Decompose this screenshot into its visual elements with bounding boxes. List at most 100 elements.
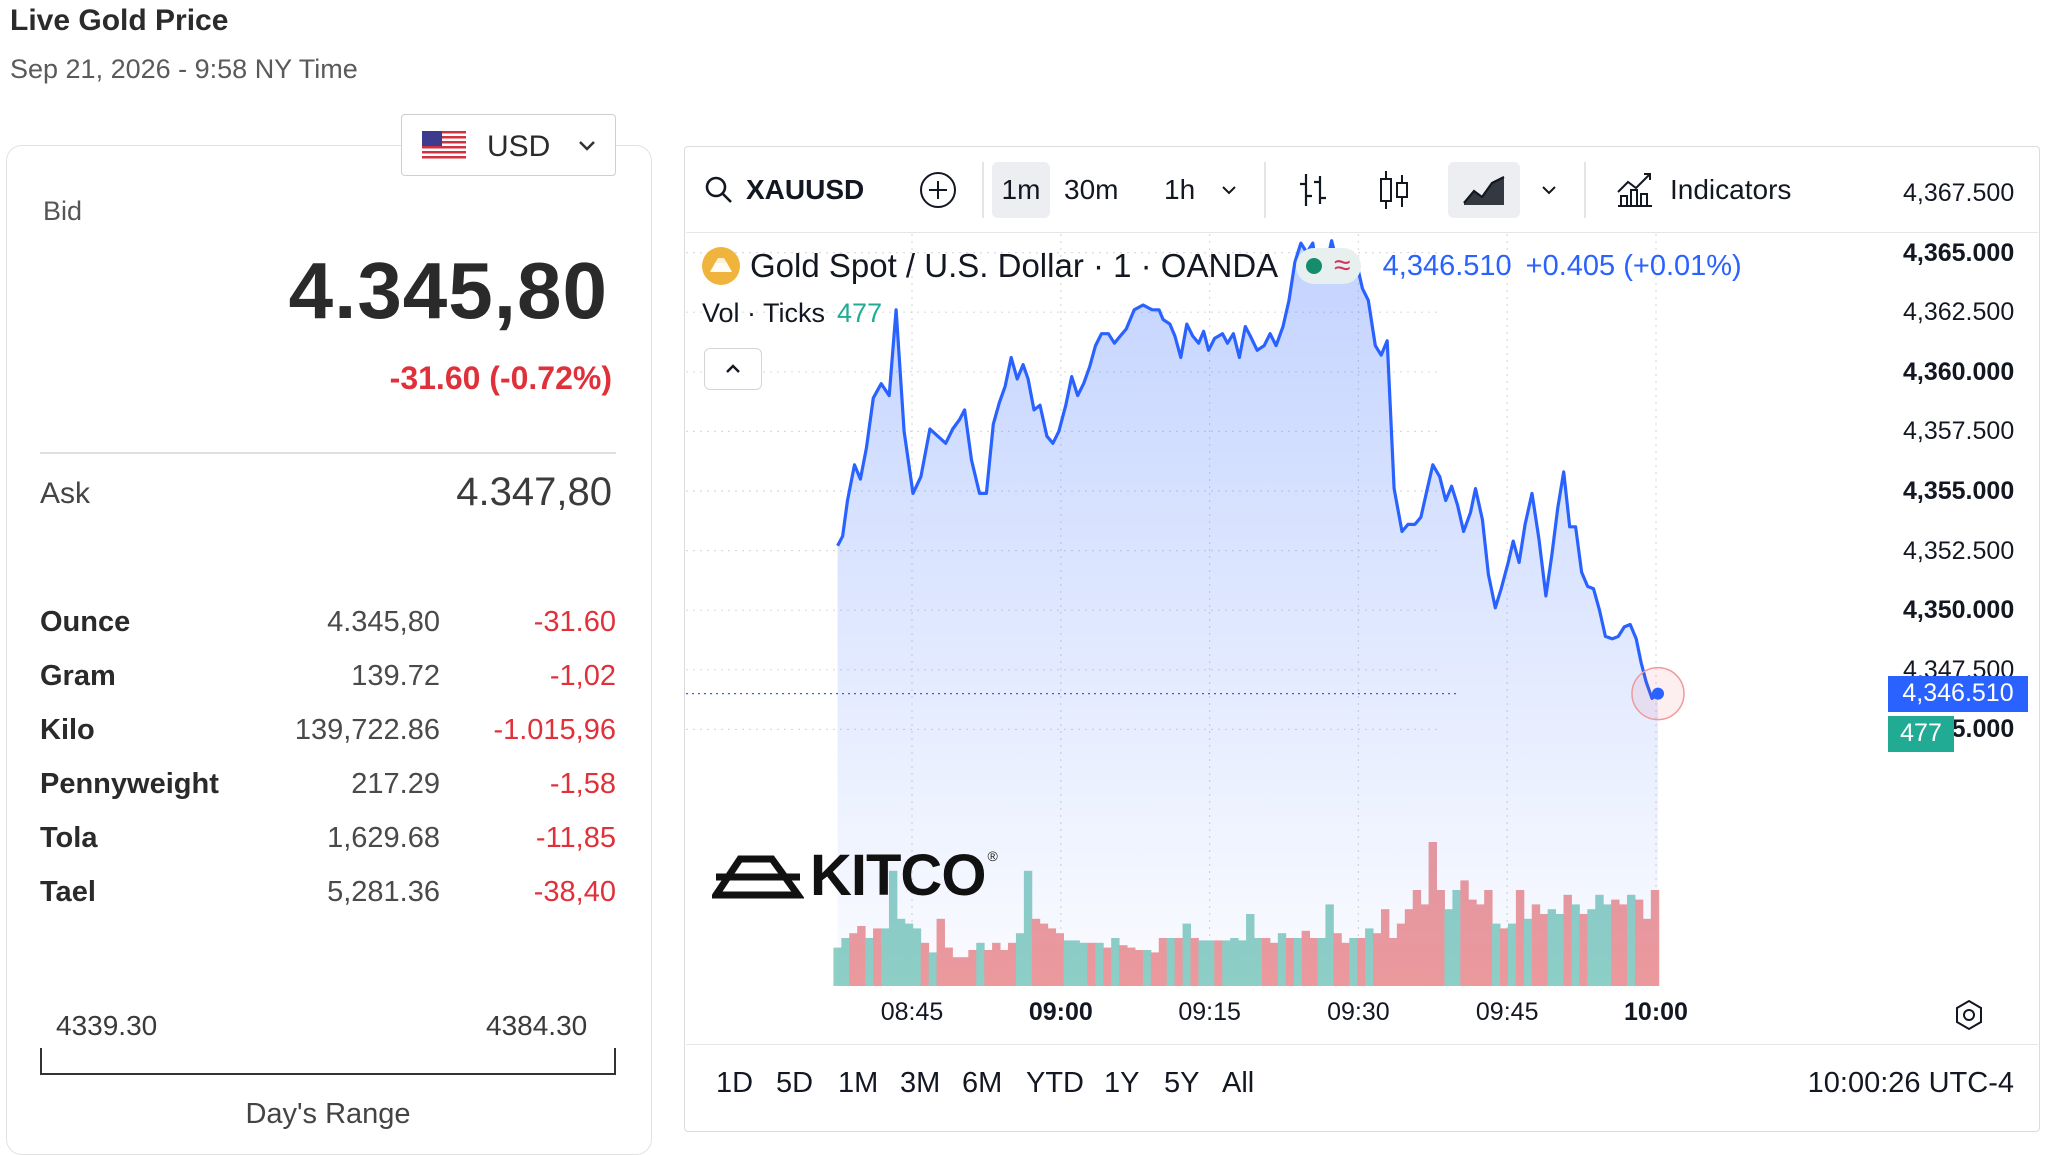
candlestick-icon bbox=[1380, 171, 1408, 209]
delayed-data-icon: ≈ bbox=[1334, 249, 1351, 282]
price-axis-label: 4,360.000 bbox=[1903, 357, 2015, 386]
chevron-down-icon bbox=[579, 141, 595, 151]
time-axis-label: 09:45 bbox=[1475, 998, 1539, 1026]
chart-legend: Gold Spot / U.S. Dollar · 1 · OANDA ≈ 4,… bbox=[702, 244, 1742, 288]
currency-selector[interactable]: USD bbox=[401, 114, 616, 176]
price-axis-label: 4,367.500 bbox=[1903, 179, 2015, 207]
quote-card bbox=[6, 145, 652, 1155]
ask-price: 4.347,80 bbox=[456, 470, 612, 514]
range-1y[interactable]: 1Y bbox=[1104, 1067, 1140, 1099]
weight-row-gram: Gram 139.72 -1,02 bbox=[40, 660, 620, 714]
weight-price: 5,281.36 bbox=[327, 876, 440, 908]
registered-mark: ® bbox=[987, 847, 998, 864]
search-icon bbox=[705, 176, 732, 203]
interval-30m[interactable]: 30m bbox=[1064, 174, 1119, 205]
kitco-wordmark: KITCO bbox=[810, 843, 986, 908]
area-style-button[interactable] bbox=[1448, 162, 1520, 218]
price-axis-label: 4,362.500 bbox=[1903, 298, 2015, 327]
chevron-up-icon bbox=[726, 364, 740, 373]
price-line bbox=[836, 239, 1659, 700]
weight-change: -1,02 bbox=[549, 660, 616, 692]
day-range-bar bbox=[40, 1048, 616, 1075]
gold-coin-icon bbox=[702, 247, 740, 285]
us-flag-icon bbox=[422, 131, 466, 161]
interval-1m[interactable]: 1m bbox=[992, 162, 1050, 218]
market-open-icon bbox=[1306, 258, 1323, 274]
time-axis-label: 08:45 bbox=[880, 998, 944, 1026]
price-marker bbox=[686, 666, 1685, 721]
range-bar: 1D 5D 1M 3M 6M YTD 1Y 5Y All 10:00:26 UT… bbox=[686, 1044, 2038, 1131]
interval-1h[interactable]: 1h bbox=[1164, 174, 1196, 205]
weight-unit: Tola bbox=[40, 822, 98, 854]
time-axis-label: 10:00 bbox=[1624, 998, 1688, 1026]
chevron-down-icon bbox=[1542, 186, 1556, 195]
indicators-label: Indicators bbox=[1670, 174, 1792, 205]
bars-style-button[interactable] bbox=[1296, 148, 1332, 232]
ask-label: Ask bbox=[40, 477, 91, 510]
kitco-logo-icon bbox=[712, 855, 804, 898]
add-circle-icon bbox=[920, 172, 956, 208]
market-status-pill[interactable]: ≈ bbox=[1296, 248, 1361, 284]
price-chart[interactable] bbox=[686, 234, 2038, 1044]
price-axis-label: 4,350.000 bbox=[1903, 596, 2015, 625]
bid-change: -31.60 (-0.72%) bbox=[389, 360, 612, 396]
symbol-label: XAUUSD bbox=[746, 174, 865, 205]
weight-unit: Pennyweight bbox=[40, 768, 219, 800]
volume-label: Vol · Ticks bbox=[702, 298, 826, 328]
day-range-low: 4339.30 bbox=[56, 1010, 158, 1041]
compare-button[interactable] bbox=[918, 148, 958, 232]
weight-unit: Gram bbox=[40, 660, 116, 692]
price-area-fill bbox=[837, 240, 1658, 986]
weight-table: Ounce 4.345,80 -31.60 Gram 139.72 -1,02 … bbox=[40, 606, 620, 930]
bid-price: 4.345,80 bbox=[288, 246, 608, 335]
toolbar-separator bbox=[982, 162, 984, 218]
volume-legend: Vol · Ticks 477 bbox=[702, 298, 882, 329]
bar-chart-style-icon bbox=[1300, 174, 1326, 206]
interval-dropdown[interactable] bbox=[1216, 148, 1242, 232]
current-price-dot bbox=[1651, 687, 1664, 700]
range-1m[interactable]: 1M bbox=[838, 1067, 879, 1099]
day-range-high: 4384.30 bbox=[486, 1010, 588, 1041]
volume-bar bbox=[833, 947, 842, 986]
time-axis-label: 09:15 bbox=[1178, 998, 1241, 1026]
range-all[interactable]: All bbox=[1222, 1067, 1255, 1099]
weight-row-tael: Tael 5,281.36 -38,40 bbox=[40, 876, 620, 930]
divider bbox=[40, 452, 616, 454]
range-5d[interactable]: 5D bbox=[776, 1067, 814, 1099]
price-area bbox=[836, 239, 1659, 986]
time-axis-label: 09:30 bbox=[1327, 998, 1390, 1026]
volume-value: 477 bbox=[837, 298, 883, 328]
symbol-search[interactable]: XAUUSD bbox=[704, 148, 864, 232]
price-axis-label: 4,352.500 bbox=[1903, 536, 2015, 565]
kitco-logo: KITCO ® bbox=[712, 842, 998, 909]
legend-change: +0.405 (+0.01%) bbox=[1525, 249, 1742, 282]
weight-price: 4.345,80 bbox=[327, 606, 440, 638]
price-axis-label: 4,355.000 bbox=[1903, 477, 2015, 505]
page-title: Live Gold Price bbox=[10, 4, 229, 37]
range-3m[interactable]: 3M bbox=[900, 1067, 941, 1099]
chart-clock: 10:00:26 UTC-4 bbox=[1807, 1067, 2014, 1099]
range-5y[interactable]: 5Y bbox=[1164, 1067, 1200, 1099]
collapse-legend-button[interactable] bbox=[704, 348, 762, 390]
weight-row-ounce: Ounce 4.345,80 -31.60 bbox=[40, 606, 620, 660]
weight-unit: Ounce bbox=[40, 606, 131, 638]
candles-style-button[interactable] bbox=[1376, 148, 1412, 232]
weight-row-tola: Tola 1,629.68 -11,85 bbox=[40, 822, 620, 876]
price-axis-label: 4,357.500 bbox=[1903, 417, 2015, 446]
indicators-button[interactable]: Indicators bbox=[1614, 148, 1791, 232]
toolbar-separator bbox=[1584, 162, 1586, 218]
weight-change: -11,85 bbox=[535, 822, 616, 854]
weight-price: 139,722.86 bbox=[294, 714, 440, 746]
chevron-down-icon bbox=[1222, 186, 1236, 195]
range-6m[interactable]: 6M bbox=[962, 1067, 1003, 1099]
day-range-label: Day's Range bbox=[245, 1098, 411, 1130]
price-axis-label: 4,365.000 bbox=[1903, 238, 2015, 267]
range-ytd[interactable]: YTD bbox=[1026, 1067, 1084, 1099]
weight-row-kilo: Kilo 139,722.86 -1.015,96 bbox=[40, 714, 620, 768]
legend-price: 4,346.510 bbox=[1382, 249, 1512, 282]
chart-type-dropdown[interactable] bbox=[1536, 148, 1562, 232]
range-1d[interactable]: 1D bbox=[716, 1067, 754, 1099]
area-chart-icon bbox=[1463, 176, 1505, 205]
weight-price: 217.29 bbox=[351, 768, 440, 800]
chart-settings-button[interactable] bbox=[1952, 998, 1986, 1037]
